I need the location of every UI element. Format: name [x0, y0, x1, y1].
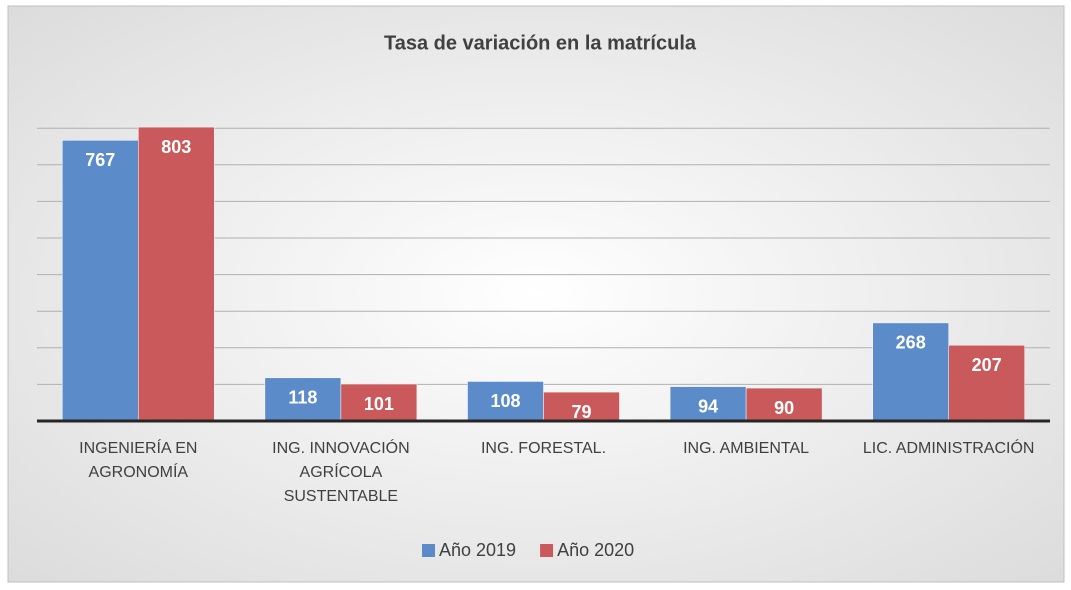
data-label: 108	[490, 391, 520, 411]
bar	[745, 387, 823, 422]
bar	[948, 344, 1025, 422]
bar	[62, 140, 139, 422]
data-label: 803	[161, 137, 191, 157]
legend-swatch	[540, 544, 554, 557]
x-tick-label: ING. AMBIENTAL	[683, 440, 810, 457]
data-label: 118	[288, 388, 317, 408]
x-tick-label: ING. FORESTAL.	[480, 440, 607, 457]
bar	[138, 126, 215, 422]
data-label: 101	[364, 394, 394, 414]
chart-title: Tasa de variación en la matrícula	[384, 32, 697, 54]
bar	[669, 386, 747, 422]
legend-label: Año 2020	[557, 540, 634, 560]
x-tick-label: LIC. ADMINISTRACIÓN	[862, 440, 1035, 457]
legend-label: Año 2019	[439, 540, 516, 560]
data-label: 94	[698, 396, 718, 416]
data-label: 767	[85, 150, 115, 170]
x-tick-label: INGENIERÍA EN AGRONOMÍA	[79, 440, 198, 481]
bar	[872, 322, 949, 422]
data-label: 268	[896, 333, 926, 353]
data-label: 90	[774, 398, 794, 418]
data-label: 79	[571, 402, 591, 422]
data-label: 207	[972, 355, 1002, 375]
x-tick-label: ING. INNOVACIÓN AGRÍCOLA SUSTENTABLE	[272, 440, 410, 505]
legend-swatch	[422, 544, 435, 557]
